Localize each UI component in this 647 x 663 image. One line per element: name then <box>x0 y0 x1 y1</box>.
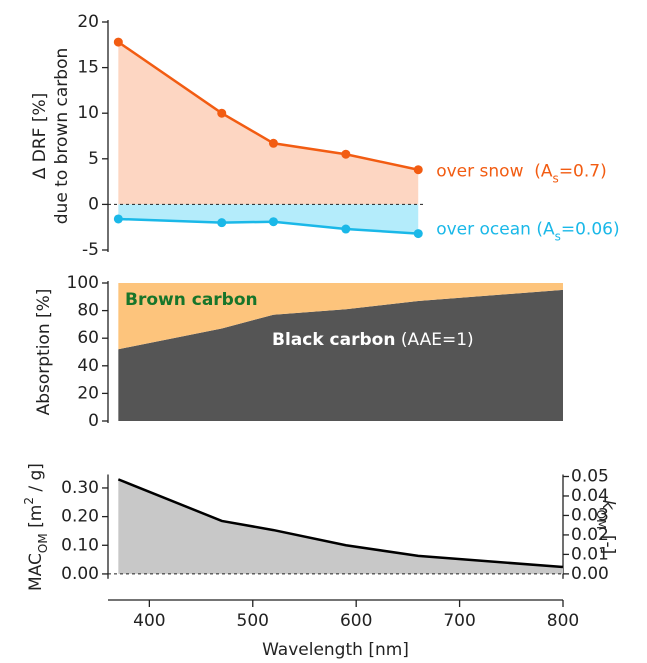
y-tick-label: 20 <box>77 383 99 403</box>
series-label-part: (AAE=1) <box>395 330 473 350</box>
series-label-part: s <box>553 171 559 185</box>
y-tick-label: 0 <box>88 194 99 214</box>
series-label-part: =0.06) <box>561 220 620 240</box>
y2-axis-label-part: k <box>598 500 618 511</box>
point <box>268 217 278 227</box>
y-axis-label: due to brown carbon <box>52 48 72 225</box>
y-tick-label: 60 <box>77 328 99 348</box>
stacked-area <box>118 283 563 350</box>
series-label: Brown carbon <box>125 290 258 310</box>
series-label: Black carbon (AAE=1) <box>272 330 474 350</box>
x-axis-label: Wavelength [nm] <box>262 640 409 660</box>
point <box>341 224 351 234</box>
y-tick-label: 0.30 <box>61 478 99 498</box>
y-tick-label: 10 <box>77 103 99 123</box>
x-tick-label: 500 <box>237 611 269 631</box>
y-axis-label-part: / g] <box>26 463 46 497</box>
y-tick-label: 0.00 <box>61 564 99 584</box>
y2-tick-label: 0.02 <box>571 525 609 545</box>
point <box>217 218 227 228</box>
y-tick-label: -5 <box>82 240 99 260</box>
y2-tick-label: 0.05 <box>571 467 609 487</box>
y-axis-label: Absorption [%] <box>34 289 54 416</box>
point <box>268 138 278 148</box>
y-tick-label: 5 <box>88 149 99 169</box>
series-label-part: s <box>555 229 561 243</box>
y2-axis-label: kOM [-] <box>595 500 619 554</box>
series-label: over snow (As=0.7) <box>436 162 607 186</box>
point <box>413 165 423 175</box>
y-axis-label-part: MAC <box>26 553 46 591</box>
point <box>217 108 227 118</box>
series-label-part: over snow (A <box>436 162 553 182</box>
y-tick-label: 80 <box>77 301 99 321</box>
y2-tick-label: 0.01 <box>571 544 609 564</box>
y2-tick-label: 0.00 <box>571 564 609 584</box>
y-tick-label: 20 <box>77 12 99 32</box>
y-axis-label-part: OM <box>36 533 50 553</box>
x-tick-label: 700 <box>443 611 475 631</box>
area-fill <box>118 479 563 574</box>
area-line <box>117 478 564 569</box>
y-tick-label: 15 <box>77 58 99 78</box>
x-tick-label: 800 <box>547 611 579 631</box>
x-tick-label: 600 <box>340 611 372 631</box>
y-tick-label: 0.20 <box>61 507 99 527</box>
y2-axis-label-part: OM <box>595 510 609 530</box>
point <box>113 214 123 224</box>
series-label-part: over ocean (A <box>436 220 555 240</box>
series-label-part: =0.7) <box>559 162 607 182</box>
y2-axis-label-part: [-] <box>598 529 618 554</box>
area-fill <box>118 42 419 205</box>
y-axis-label-part: [m <box>26 505 46 534</box>
y-tick-label: 100 <box>67 273 99 293</box>
series-label-part: Brown carbon <box>125 290 258 310</box>
y-axis-label-part: 2 <box>22 497 36 505</box>
y2-tick-label: 0.04 <box>571 486 609 506</box>
point <box>113 37 123 47</box>
area-fill <box>118 204 419 234</box>
stacked-area <box>118 289 563 421</box>
series-label-part: Black carbon <box>272 330 395 350</box>
y-axis-label: MACOM [m2 / g] <box>22 463 50 591</box>
series-label: over ocean (As=0.06) <box>436 220 619 244</box>
y-axis-label: Δ DRF [%] <box>30 93 50 180</box>
point <box>341 149 351 159</box>
y-tick-label: 40 <box>77 356 99 376</box>
y2-tick-label: 0.03 <box>571 505 609 525</box>
point <box>413 229 423 239</box>
x-tick-label: 400 <box>133 611 165 631</box>
y-tick-label: 0.10 <box>61 535 99 555</box>
y-tick-label: 0 <box>88 411 99 431</box>
